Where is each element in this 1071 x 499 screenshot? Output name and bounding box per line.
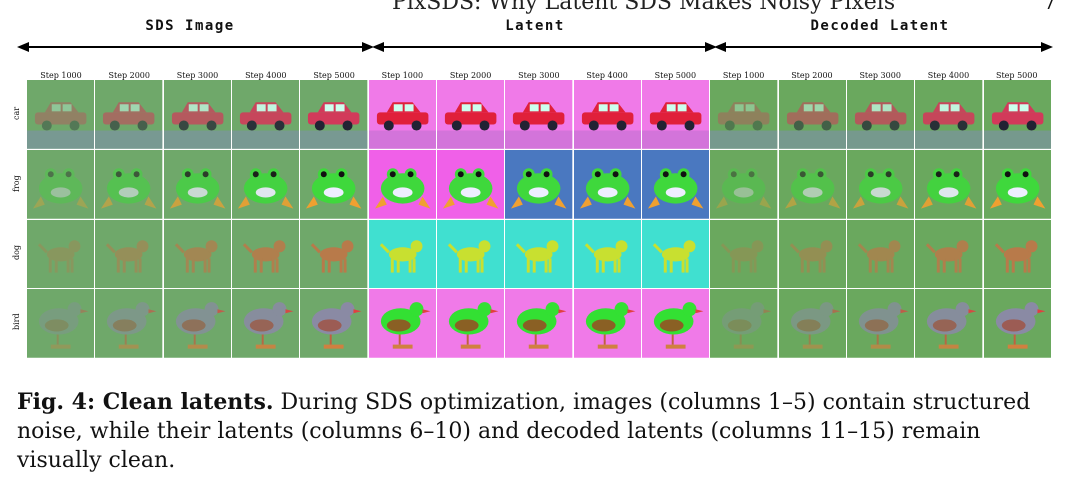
thumbnail-frog <box>983 149 1051 219</box>
thumbnail-bird <box>27 289 95 358</box>
thumbnail-car <box>642 80 710 149</box>
thumbnail-frog <box>368 149 436 219</box>
step-label: Step 1000 <box>40 71 82 80</box>
thumbnail-car <box>778 80 846 149</box>
thumbnail-dog <box>300 219 368 289</box>
arrow-left-icon <box>714 42 726 52</box>
thumbnail-frog <box>300 149 368 219</box>
thumbnail-car <box>915 80 983 149</box>
thumbnail-bird <box>95 289 163 358</box>
thumbnail-bird <box>915 289 983 358</box>
thumbnail-car <box>505 80 573 149</box>
thumbnail-bird <box>710 289 778 358</box>
thumbnail-car <box>710 80 778 149</box>
step-label: Step 5000 <box>313 71 355 80</box>
thumbnail-car <box>437 80 505 149</box>
caption-label: Fig. 4: Clean latents. <box>17 389 274 415</box>
thumbnail-bird <box>778 289 846 358</box>
thumbnail-frog <box>778 149 846 219</box>
image-grid <box>27 80 1051 358</box>
step-label: Step 2000 <box>449 71 492 80</box>
thumbnail-frog <box>573 149 641 219</box>
thumbnail-frog <box>163 149 231 219</box>
figure-caption: Fig. 4: Clean latents. During SDS optimi… <box>17 388 1057 475</box>
thumbnail-frog <box>232 149 300 219</box>
thumbnail-dog <box>163 219 231 289</box>
thumbnail-bird <box>983 289 1051 358</box>
thumbnail-frog <box>27 149 95 219</box>
step-label: Step 2000 <box>791 71 833 80</box>
step-label: Step 4000 <box>586 71 628 80</box>
thumbnail-bird <box>368 289 436 358</box>
group-label-latent: Latent <box>505 18 565 34</box>
arrow-left-icon <box>372 42 384 52</box>
thumbnail-bird <box>847 289 915 358</box>
thumbnail-car <box>300 80 368 149</box>
thumbnail-bird <box>232 289 300 358</box>
thumbnail-frog <box>505 149 573 219</box>
arrow-right-icon <box>362 42 374 52</box>
row-label-bird: bird <box>12 313 21 330</box>
step-label: Step 3000 <box>518 71 560 80</box>
arrow-left-icon <box>17 42 29 52</box>
thumbnail-frog <box>915 149 983 219</box>
thumbnail-frog <box>95 149 163 219</box>
step-label: Step 1000 <box>381 71 424 80</box>
row-label-dog: dog <box>12 244 21 260</box>
thumbnail-dog <box>368 219 436 289</box>
step-label: Step 3000 <box>859 71 901 80</box>
thumbnail-car <box>95 80 163 149</box>
thumbnail-bird <box>437 289 505 358</box>
row-label-car: car <box>12 106 21 120</box>
thumbnail-car <box>27 80 95 149</box>
thumbnail-car <box>368 80 436 149</box>
arrow-line-latent <box>382 46 706 48</box>
thumbnail-bird <box>573 289 641 358</box>
thumbnail-dog <box>915 219 983 289</box>
group-label-decoded-latent: Decoded Latent <box>810 18 950 34</box>
thumbnail-dog <box>232 219 300 289</box>
thumbnail-frog <box>847 149 915 219</box>
thumbnail-dog <box>642 219 710 289</box>
thumbnail-bird <box>163 289 231 358</box>
thumbnail-bird <box>300 289 368 358</box>
step-label: Step 4000 <box>245 71 287 80</box>
thumbnail-bird <box>642 289 710 358</box>
thumbnail-dog <box>27 219 95 289</box>
thumbnail-car <box>847 80 915 149</box>
step-label: Step 5000 <box>995 71 1038 80</box>
thumbnail-car <box>983 80 1051 149</box>
thumbnail-frog <box>642 149 710 219</box>
arrow-line-sds <box>27 46 363 48</box>
thumbnail-frog <box>437 149 505 219</box>
thumbnail-dog <box>573 219 641 289</box>
thumbnail-dog <box>505 219 573 289</box>
thumbnail-car <box>163 80 231 149</box>
step-label: Step 5000 <box>654 71 697 80</box>
row-label-frog: frog <box>12 175 21 192</box>
arrow-line-decoded <box>724 46 1042 48</box>
thumbnail-dog <box>847 219 915 289</box>
running-header: PixSDS: Why Latent SDS Makes Noisy Pixel… <box>392 0 896 15</box>
thumbnail-dog <box>95 219 163 289</box>
step-label: Step 3000 <box>176 71 219 80</box>
thumbnail-car <box>232 80 300 149</box>
arrow-right-icon <box>705 42 717 52</box>
thumbnail-dog <box>437 219 505 289</box>
caption-text: During SDS optimization, images (columns… <box>17 390 1031 473</box>
thumbnail-bird <box>505 289 573 358</box>
thumbnail-dog <box>778 219 846 289</box>
page-number: 7 <box>1043 0 1057 15</box>
group-label-sds-image: SDS Image <box>145 18 235 34</box>
step-label: Step 2000 <box>108 71 150 80</box>
thumbnail-dog <box>983 219 1051 289</box>
thumbnail-frog <box>710 149 778 219</box>
thumbnail-car <box>573 80 641 149</box>
step-label: Step 4000 <box>927 71 970 80</box>
step-label: Step 1000 <box>722 71 765 80</box>
arrow-right-icon <box>1041 42 1053 52</box>
thumbnail-dog <box>710 219 778 289</box>
